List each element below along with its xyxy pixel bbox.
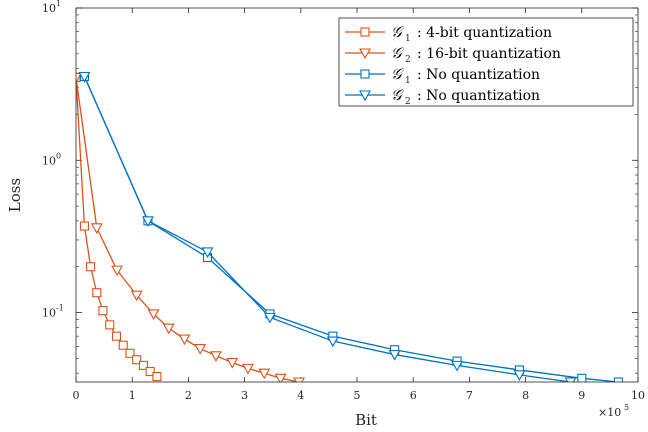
data-point bbox=[258, 368, 271, 380]
data-point bbox=[178, 334, 191, 346]
y-tick-label: 10 -1 bbox=[42, 304, 64, 320]
data-point bbox=[242, 363, 254, 375]
data-point bbox=[513, 370, 526, 381]
data-point bbox=[210, 351, 222, 362]
data-point bbox=[613, 377, 623, 382]
legend-label: : 4-bit quantization bbox=[417, 25, 552, 41]
legend-symbol: 𝒢 bbox=[391, 44, 404, 62]
data-point bbox=[125, 348, 135, 358]
plot-frame bbox=[75, 7, 639, 383]
data-point bbox=[162, 323, 175, 335]
legend-symbol: 𝒢 bbox=[391, 86, 404, 104]
series-layer bbox=[76, 71, 623, 382]
data-point bbox=[132, 355, 142, 365]
y-tick-label-exp: -1 bbox=[56, 304, 64, 313]
legend-box bbox=[338, 17, 634, 107]
data-point bbox=[76, 72, 82, 84]
y-tick-label-base: 10 bbox=[42, 2, 56, 15]
data-point bbox=[111, 331, 122, 341]
data-point bbox=[105, 320, 115, 330]
data-point bbox=[274, 373, 287, 382]
x-tick-label: 8 bbox=[522, 389, 529, 402]
legend-label: : No quantization bbox=[417, 88, 540, 104]
legend-subscript: 2 bbox=[405, 55, 411, 65]
legend-label: : No quantization bbox=[417, 67, 540, 83]
x-tick-label: 10 bbox=[631, 389, 645, 402]
legend-marker bbox=[360, 69, 370, 79]
legend-symbol: 𝒢 bbox=[391, 65, 404, 83]
x-tick-label: 3 bbox=[241, 389, 248, 402]
data-point bbox=[226, 357, 239, 369]
data-point bbox=[111, 265, 123, 277]
series-1 bbox=[76, 72, 162, 382]
legend-subscript: 1 bbox=[405, 34, 411, 44]
data-point bbox=[86, 262, 96, 272]
legend-subscript: 1 bbox=[405, 76, 411, 86]
data-point bbox=[451, 360, 463, 372]
series-2 bbox=[76, 72, 306, 382]
x-tick-label: 0 bbox=[73, 389, 80, 402]
data-point bbox=[138, 360, 148, 370]
legend-marker bbox=[360, 27, 370, 37]
data-point bbox=[98, 306, 108, 316]
x-tick-label: 6 bbox=[410, 389, 417, 402]
y-axis-label: Loss bbox=[6, 178, 24, 212]
y-tick-label-base: 10 bbox=[42, 307, 56, 320]
y-tick-label-exp: 1 bbox=[56, 0, 61, 8]
data-point bbox=[90, 223, 103, 234]
x-multiplier-base: ×10 bbox=[598, 406, 621, 419]
data-point bbox=[564, 377, 577, 382]
legend-symbol: 𝒢 bbox=[391, 23, 404, 41]
data-point bbox=[194, 344, 207, 355]
data-point bbox=[263, 312, 276, 324]
x-tick-label: 7 bbox=[466, 389, 473, 402]
x-tick-label: 4 bbox=[297, 389, 304, 402]
data-point bbox=[577, 373, 587, 382]
data-point bbox=[147, 309, 160, 321]
data-point bbox=[92, 288, 102, 298]
x-tick-label: 9 bbox=[578, 389, 585, 402]
data-point bbox=[118, 340, 128, 350]
y-tick-label: 10 1 bbox=[42, 0, 61, 15]
data-point bbox=[152, 372, 162, 382]
data-point bbox=[79, 221, 89, 231]
data-point bbox=[78, 71, 91, 83]
x-axis-label: Bit bbox=[355, 411, 377, 429]
legend-label: : 16-bit quantization bbox=[417, 46, 561, 62]
y-tick-label-exp: 0 bbox=[56, 151, 61, 160]
series-line bbox=[83, 76, 619, 382]
data-point bbox=[388, 350, 401, 361]
y-tick-label: 10 0 bbox=[42, 151, 61, 167]
x-tick-label: 5 bbox=[354, 389, 361, 402]
x-multiplier: ×10 5 bbox=[598, 403, 629, 419]
x-tick-label: 1 bbox=[129, 389, 136, 402]
x-multiplier-exp: 5 bbox=[624, 403, 629, 412]
data-point bbox=[293, 377, 306, 382]
y-tick-label-base: 10 bbox=[42, 154, 56, 167]
data-point bbox=[142, 216, 154, 228]
data-point bbox=[130, 290, 143, 302]
x-tick-label: 2 bbox=[185, 389, 192, 402]
legend-subscript: 2 bbox=[405, 97, 411, 107]
data-point bbox=[145, 366, 155, 377]
series-4 bbox=[78, 71, 577, 382]
legend-marker bbox=[359, 90, 371, 102]
data-point bbox=[201, 247, 214, 259]
data-point bbox=[326, 336, 339, 348]
legend-marker bbox=[359, 48, 371, 60]
